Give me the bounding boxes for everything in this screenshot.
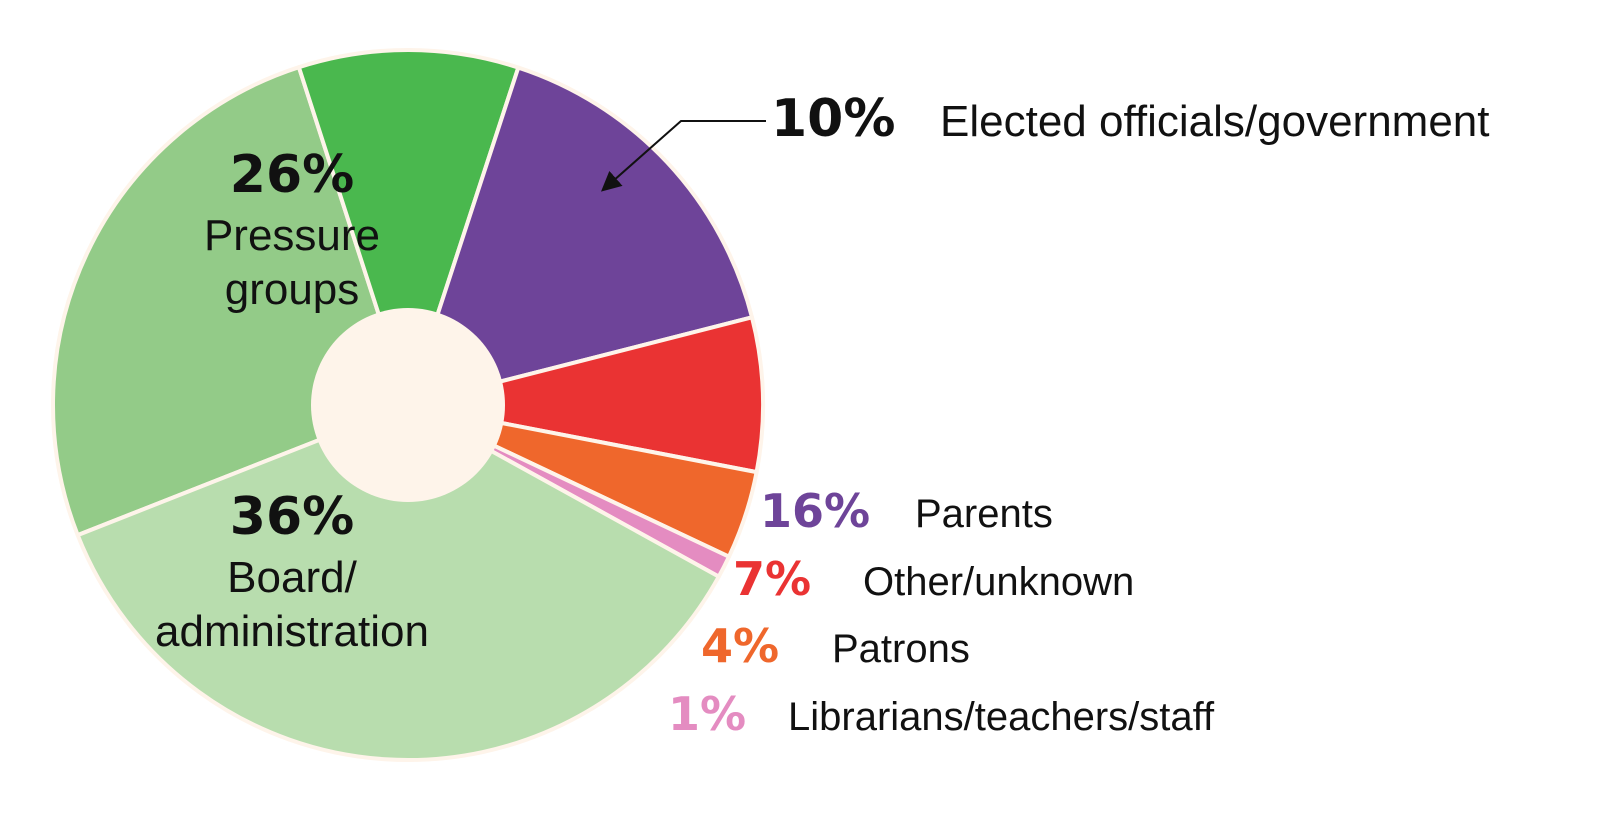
- slice-percent-librarians-teachers-staff: 1%: [668, 687, 746, 741]
- slice-parents: [406, 65, 754, 407]
- slice-label-board-administration-line-1: Board/: [227, 553, 357, 602]
- slice-elected-officials-government: [296, 48, 521, 407]
- slice-board-administration: [75, 403, 721, 762]
- callout-arrow: [601, 120, 766, 192]
- slice-other-unknown: [406, 315, 765, 475]
- slice-label-elected-officials-government: Elected officials/government: [940, 97, 1489, 146]
- pie-slices: [51, 48, 765, 762]
- slice-label-patrons: Patrons: [832, 627, 970, 671]
- slice-percent-board-administration: 36%: [230, 487, 354, 547]
- slice-label-pressure-groups-line-2: groups: [225, 265, 360, 314]
- slice-labels: 26% Pressure groups 36% Board/administration…: [155, 89, 1489, 741]
- donut-center-hole: [311, 308, 505, 502]
- slice-percent-parents: 16%: [760, 484, 870, 538]
- slice-label-pressure-groups-line-1: Pressure: [204, 211, 380, 260]
- slice-label-other-unknown: Other/unknown: [863, 560, 1134, 604]
- slice-percent-patrons: 4%: [701, 619, 779, 673]
- slice-percent-elected-officials-government: 10%: [771, 89, 895, 149]
- slice-label-parents: Parents: [915, 492, 1053, 536]
- slice-percent-pressure-groups: 26%: [230, 145, 354, 205]
- slice-percent-other-unknown: 7%: [733, 552, 811, 606]
- slice-label-board-administration-line-2: administration: [155, 607, 429, 656]
- slice-label-librarians-teachers-staff: Librarians/teachers/staff: [788, 695, 1215, 739]
